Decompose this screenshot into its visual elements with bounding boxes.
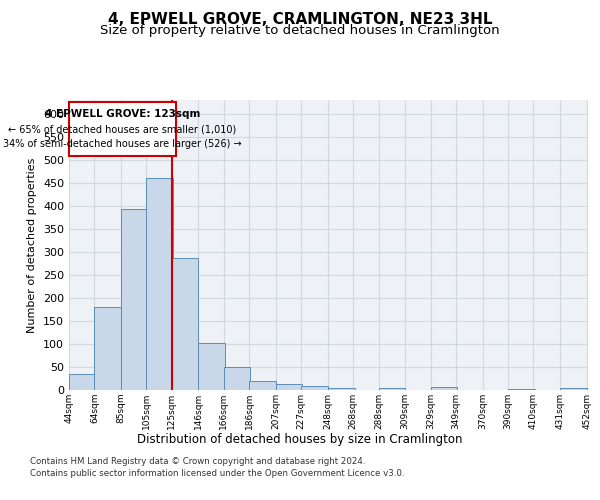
Bar xyxy=(199,342,225,390)
Text: Contains HM Land Registry data © Crown copyright and database right 2024.: Contains HM Land Registry data © Crown c… xyxy=(30,458,365,466)
Bar xyxy=(69,374,95,390)
Bar xyxy=(249,381,276,390)
Bar xyxy=(431,387,457,390)
FancyBboxPatch shape xyxy=(69,102,176,156)
Text: 4 EPWELL GROVE: 123sqm: 4 EPWELL GROVE: 123sqm xyxy=(44,109,200,119)
Bar xyxy=(301,386,328,390)
Bar xyxy=(224,368,250,390)
Bar xyxy=(172,258,199,390)
Bar xyxy=(276,384,302,390)
Bar xyxy=(121,209,148,390)
Text: Size of property relative to detached houses in Cramlington: Size of property relative to detached ho… xyxy=(100,24,500,37)
Text: ← 65% of detached houses are smaller (1,010): ← 65% of detached houses are smaller (1,… xyxy=(8,124,236,134)
Bar xyxy=(328,388,355,390)
Text: Distribution of detached houses by size in Cramlington: Distribution of detached houses by size … xyxy=(137,432,463,446)
Text: 4, EPWELL GROVE, CRAMLINGTON, NE23 3HL: 4, EPWELL GROVE, CRAMLINGTON, NE23 3HL xyxy=(108,12,492,28)
Bar xyxy=(146,178,173,390)
Text: 34% of semi-detached houses are larger (526) →: 34% of semi-detached houses are larger (… xyxy=(3,140,242,149)
Y-axis label: Number of detached properties: Number of detached properties xyxy=(28,158,37,332)
Bar xyxy=(508,388,535,390)
Bar xyxy=(560,388,587,390)
Bar xyxy=(379,388,405,390)
Text: Contains public sector information licensed under the Open Government Licence v3: Contains public sector information licen… xyxy=(30,469,404,478)
Bar xyxy=(94,306,121,390)
